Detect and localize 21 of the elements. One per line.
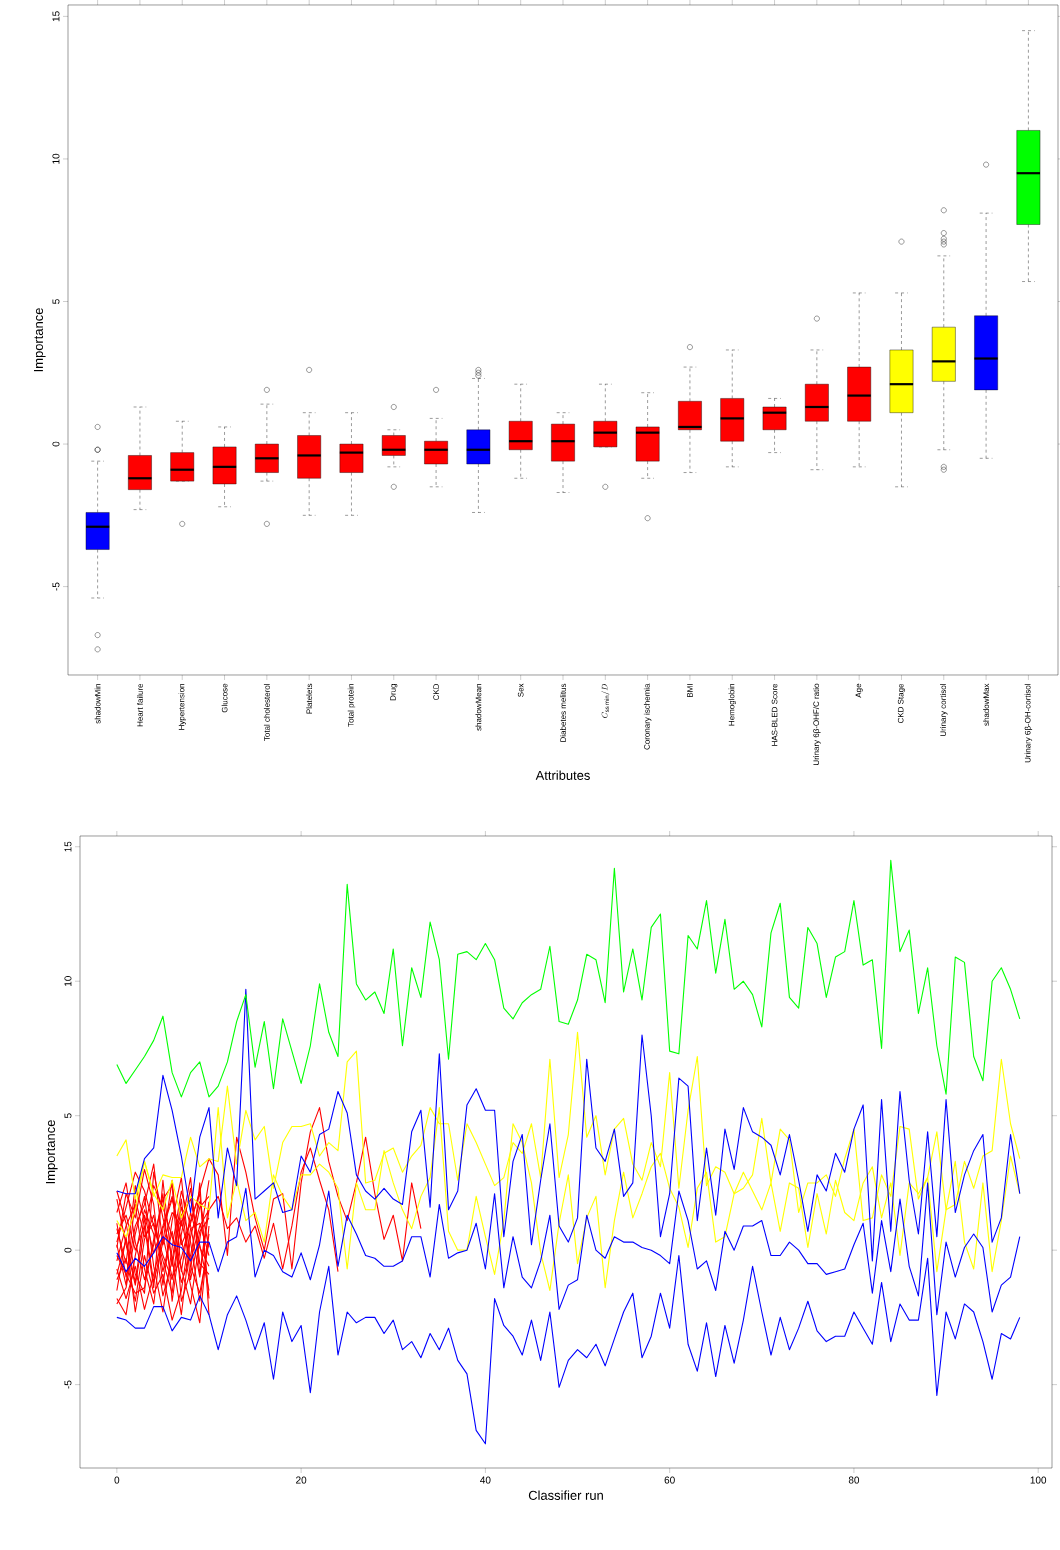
y-axis-title: Importance bbox=[45, 1120, 58, 1184]
x-tick-label: 20 bbox=[296, 1476, 307, 1484]
x-tick-label: 60 bbox=[664, 1476, 675, 1484]
x-tick-label: 80 bbox=[848, 1476, 860, 1484]
y-tick-label: 0 bbox=[52, 441, 60, 447]
x-tick-label: 100 bbox=[1030, 1476, 1047, 1484]
y-tick-label: 0 bbox=[64, 1247, 72, 1253]
x-axis-title: Attributes bbox=[535, 770, 590, 780]
x-tick-label: $C_{\mathrm{ss\,min}}/D$ bbox=[601, 683, 610, 718]
y-tick-label: -5 bbox=[64, 1380, 72, 1389]
y-tick-label: -5 bbox=[52, 582, 60, 591]
y-tick-label: 15 bbox=[64, 841, 72, 852]
y-tick-label: 5 bbox=[64, 1113, 72, 1119]
y-tick-label: 10 bbox=[64, 976, 72, 986]
y-axis-title: Importance bbox=[33, 308, 46, 372]
y-tick-label: 5 bbox=[52, 299, 60, 304]
y-tick-label: 15 bbox=[52, 11, 60, 22]
y-tick-label: 10 bbox=[52, 153, 60, 164]
x-axis-title: Classifier run bbox=[528, 1490, 603, 1500]
x-tick-label: 40 bbox=[480, 1476, 491, 1484]
x-tick-label: 0 bbox=[114, 1476, 120, 1484]
